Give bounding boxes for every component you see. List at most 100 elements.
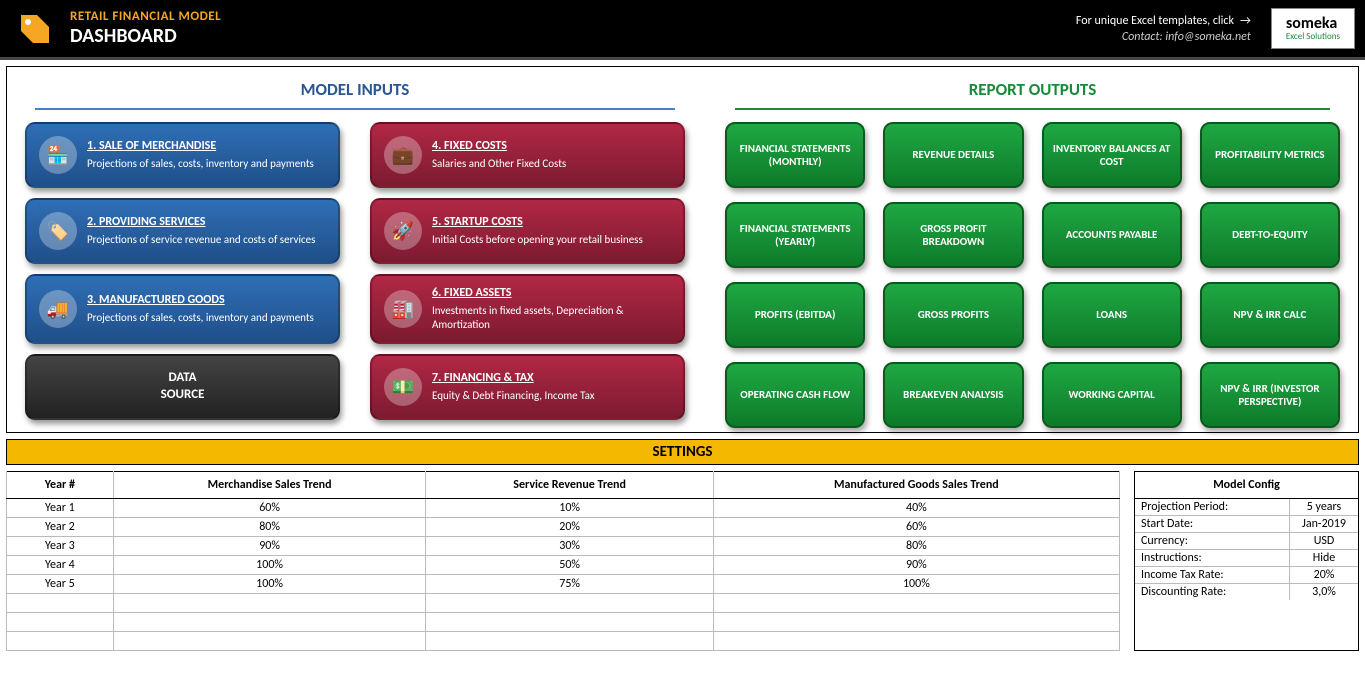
table-cell[interactable]: 100% bbox=[113, 575, 426, 594]
table-cell[interactable] bbox=[426, 632, 713, 651]
arrow-right-icon: → bbox=[1240, 14, 1251, 28]
table-row: Year 5100%75%100% bbox=[7, 575, 1120, 594]
config-value[interactable]: 5 years bbox=[1290, 499, 1358, 515]
output-button-12[interactable]: OPERATING CASH FLOW bbox=[725, 362, 865, 428]
input-card-2[interactable]: 🏷️2. PROVIDING SERVICESProjections of se… bbox=[25, 198, 340, 264]
table-cell[interactable]: 10% bbox=[426, 499, 713, 518]
output-button-6[interactable]: ACCOUNTS PAYABLE bbox=[1042, 202, 1182, 268]
model-inputs-section: MODEL INPUTS 🏪1. SALE OF MERCHANDISEProj… bbox=[15, 75, 695, 428]
output-button-4[interactable]: FINANCIAL STATEMENTS (YEARLY) bbox=[725, 202, 865, 268]
config-label: Discounting Rate: bbox=[1135, 584, 1290, 600]
card-desc: Equity & Debt Financing, Income Tax bbox=[432, 389, 595, 403]
output-button-13[interactable]: BREAKEVEN ANALYSIS bbox=[883, 362, 1023, 428]
table-row bbox=[7, 594, 1120, 613]
table-row: Year 280%20%60% bbox=[7, 518, 1120, 537]
table-cell[interactable]: 80% bbox=[713, 537, 1119, 556]
card-title: DATASOURCE bbox=[161, 370, 205, 404]
card-icon: 🏪 bbox=[39, 136, 77, 174]
input-card-7[interactable]: 💵7. FINANCING & TAXEquity & Debt Financi… bbox=[370, 354, 685, 420]
output-button-0[interactable]: FINANCIAL STATEMENTS (MONTHLY) bbox=[725, 122, 865, 188]
output-button-15[interactable]: NPV & IRR (INVESTOR PERSPECTIVE) bbox=[1200, 362, 1340, 428]
output-button-2[interactable]: INVENTORY BALANCES AT COST bbox=[1042, 122, 1182, 188]
input-card-5[interactable]: 🏭6. FIXED ASSETSInvestments in fixed ass… bbox=[370, 274, 685, 344]
settings-panel: Year #Merchandise Sales TrendService Rev… bbox=[6, 471, 1359, 651]
table-cell[interactable]: Year 3 bbox=[7, 537, 114, 556]
output-button-9[interactable]: GROSS PROFITS bbox=[883, 282, 1023, 348]
model-config-box: Model Config Projection Period:5 yearsSt… bbox=[1134, 471, 1359, 651]
table-cell[interactable] bbox=[713, 632, 1119, 651]
table-cell[interactable]: 75% bbox=[426, 575, 713, 594]
card-title: 1. SALE OF MERCHANDISE bbox=[87, 139, 314, 155]
table-cell[interactable]: 60% bbox=[113, 499, 426, 518]
input-card-6[interactable]: DATASOURCE bbox=[25, 354, 340, 420]
contact-info: Contact: info@someka.net bbox=[1076, 30, 1251, 44]
table-cell[interactable]: 100% bbox=[713, 575, 1119, 594]
input-card-0[interactable]: 🏪 1. SALE OF MERCHANDISE Projections of sa… bbox=[25, 122, 340, 188]
output-button-11[interactable]: NPV & IRR CALC bbox=[1200, 282, 1340, 348]
table-cell[interactable]: 30% bbox=[426, 537, 713, 556]
card-desc: Salaries and Other Fixed Costs bbox=[432, 157, 566, 171]
table-cell[interactable]: 60% bbox=[713, 518, 1119, 537]
config-label: Income Tax Rate: bbox=[1135, 567, 1290, 583]
table-cell[interactable] bbox=[113, 594, 426, 613]
table-cell[interactable]: 100% bbox=[113, 556, 426, 575]
input-card-4[interactable]: 🚚3. MANUFACTURED GOODSProjections of sal… bbox=[25, 274, 340, 344]
card-icon: 🚀 bbox=[384, 212, 422, 250]
someka-logo[interactable]: someka Excel Solutions bbox=[1271, 8, 1355, 49]
card-desc: Projections of service revenue and costs… bbox=[87, 233, 315, 247]
config-value[interactable]: Jan-2019 bbox=[1290, 516, 1358, 532]
table-cell[interactable]: 90% bbox=[113, 537, 426, 556]
output-button-10[interactable]: LOANS bbox=[1042, 282, 1182, 348]
templates-link[interactable]: For unique Excel templates, click → bbox=[1076, 14, 1251, 28]
config-value[interactable]: 3,0% bbox=[1290, 584, 1358, 600]
table-cell[interactable]: 50% bbox=[426, 556, 713, 575]
table-cell[interactable]: Year 4 bbox=[7, 556, 114, 575]
table-cell[interactable] bbox=[7, 594, 114, 613]
table-cell[interactable] bbox=[7, 632, 114, 651]
config-value[interactable]: USD bbox=[1290, 533, 1358, 549]
table-cell[interactable] bbox=[113, 632, 426, 651]
output-button-7[interactable]: DEBT-TO-EQUITY bbox=[1200, 202, 1340, 268]
card-icon: 💼 bbox=[384, 136, 422, 174]
output-button-5[interactable]: GROSS PROFIT BREAKDOWN bbox=[883, 202, 1023, 268]
table-cell[interactable] bbox=[426, 613, 713, 632]
output-button-14[interactable]: WORKING CAPITAL bbox=[1042, 362, 1182, 428]
card-icon: 🏭 bbox=[384, 290, 422, 328]
output-button-1[interactable]: REVENUE DETAILS bbox=[883, 122, 1023, 188]
config-title: Model Config bbox=[1135, 472, 1358, 499]
config-value[interactable]: 20% bbox=[1290, 567, 1358, 583]
table-header: Year # bbox=[7, 472, 114, 499]
table-row: Year 4100%50%90% bbox=[7, 556, 1120, 575]
table-row: Year 390%30%80% bbox=[7, 537, 1120, 556]
output-button-8[interactable]: PROFITS (EBITDA) bbox=[725, 282, 865, 348]
input-card-3[interactable]: 🚀5. STARTUP COSTSInitial Costs before op… bbox=[370, 198, 685, 264]
table-cell[interactable]: 80% bbox=[113, 518, 426, 537]
table-cell[interactable]: 40% bbox=[713, 499, 1119, 518]
output-button-3[interactable]: PROFITABILITY METRICS bbox=[1200, 122, 1340, 188]
table-header: Service Revenue Trend bbox=[426, 472, 713, 499]
card-title: 3. MANUFACTURED GOODS bbox=[87, 293, 314, 309]
table-cell[interactable] bbox=[713, 613, 1119, 632]
config-label: Start Date: bbox=[1135, 516, 1290, 532]
input-card-1[interactable]: 💼4. FIXED COSTSSalaries and Other Fixed … bbox=[370, 122, 685, 188]
table-row bbox=[7, 613, 1120, 632]
tag-icon bbox=[15, 9, 55, 49]
table-cell[interactable] bbox=[113, 613, 426, 632]
table-cell[interactable]: 90% bbox=[713, 556, 1119, 575]
config-value[interactable]: Hide bbox=[1290, 550, 1358, 566]
table-cell[interactable] bbox=[713, 594, 1119, 613]
table-cell[interactable]: Year 1 bbox=[7, 499, 114, 518]
table-cell[interactable] bbox=[7, 613, 114, 632]
config-label: Currency: bbox=[1135, 533, 1290, 549]
table-row: Year 160%10%40% bbox=[7, 499, 1120, 518]
table-row bbox=[7, 632, 1120, 651]
table-cell[interactable]: Year 5 bbox=[7, 575, 114, 594]
table-cell[interactable] bbox=[426, 594, 713, 613]
card-desc: Investments in fixed assets, Depreciatio… bbox=[432, 304, 671, 333]
config-row: Projection Period:5 years bbox=[1135, 499, 1358, 515]
table-cell[interactable]: 20% bbox=[426, 518, 713, 537]
config-row: Start Date:Jan-2019 bbox=[1135, 515, 1358, 532]
report-outputs-section: REPORT OUTPUTS FINANCIAL STATEMENTS (MON… bbox=[715, 75, 1350, 428]
table-cell[interactable]: Year 2 bbox=[7, 518, 114, 537]
card-desc: Projections of sales, costs, inventory a… bbox=[87, 157, 314, 171]
